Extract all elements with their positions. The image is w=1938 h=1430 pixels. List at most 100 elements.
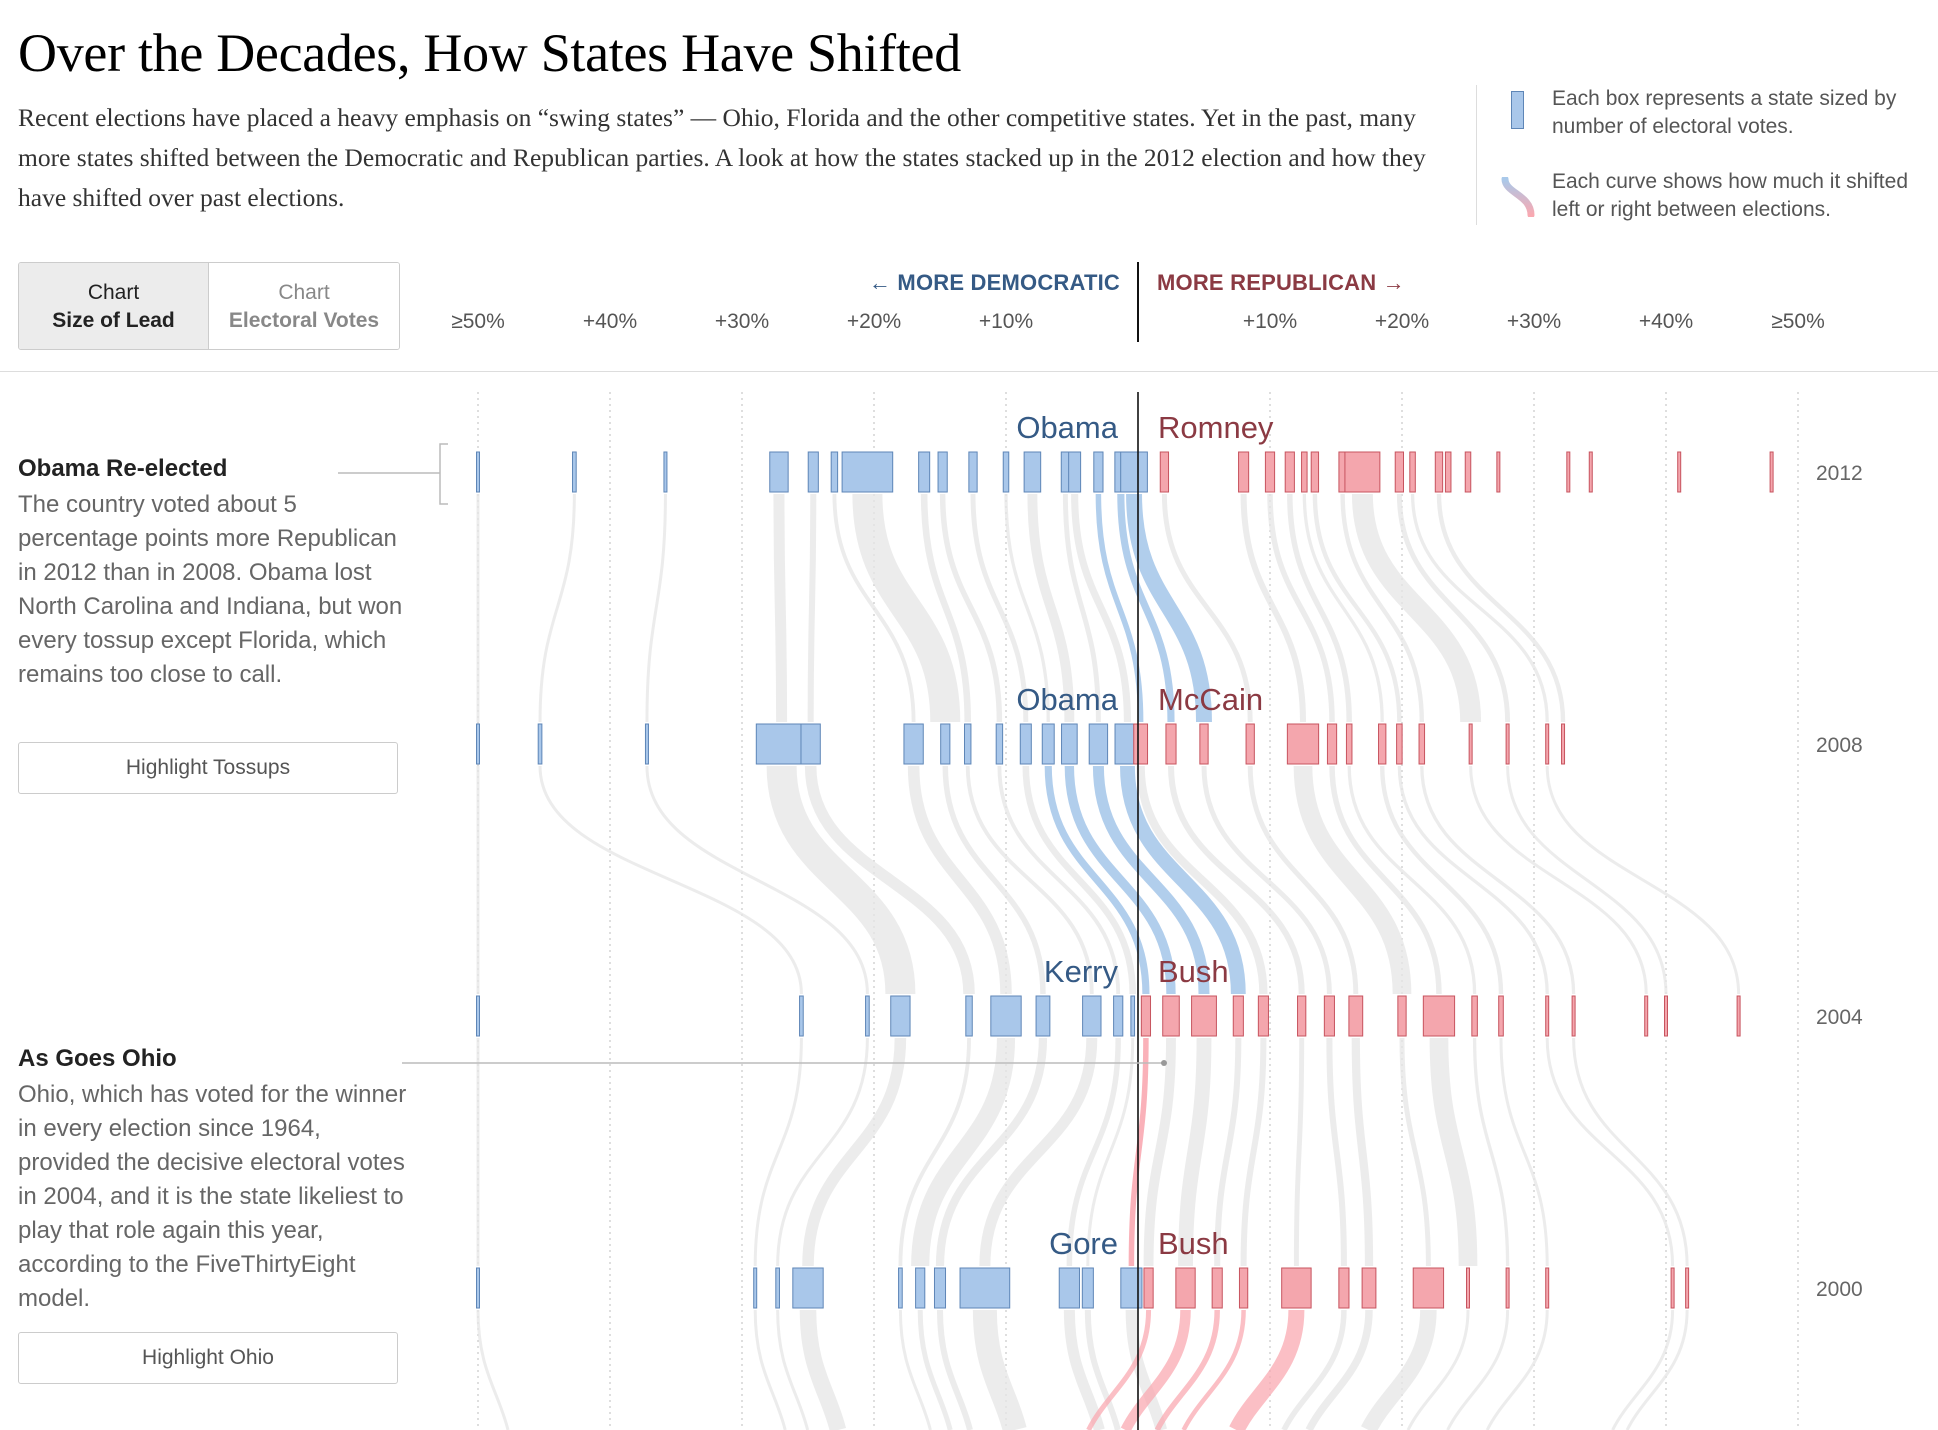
state-box	[1571, 995, 1576, 1037]
note-text-reelected: The country voted about 5 percentage poi…	[18, 491, 403, 688]
shift-curve	[1436, 493, 1566, 723]
state-box	[755, 723, 808, 765]
shift-curve	[1611, 1309, 1675, 1430]
highlight-ohio-button[interactable]: Highlight Ohio	[18, 1332, 398, 1384]
state-box	[1685, 1267, 1690, 1309]
state-box	[1736, 995, 1741, 1037]
shift-curve	[965, 765, 1094, 995]
shift-curve	[807, 493, 817, 723]
highlight-tossups-button[interactable]: Highlight Tossups	[18, 742, 398, 794]
state-box	[1165, 723, 1177, 765]
state-box	[1545, 1267, 1550, 1309]
shift-curve	[1302, 493, 1384, 723]
shift-curve	[1136, 765, 1268, 995]
shift-curve	[1397, 765, 1549, 995]
state-box	[1396, 723, 1403, 765]
shift-curve	[1161, 493, 1253, 723]
shift-curve	[1062, 493, 1101, 723]
shift-curve	[1086, 1037, 1135, 1267]
state-box	[865, 995, 870, 1037]
tick-label: +10%	[1242, 310, 1298, 333]
state-box	[1245, 723, 1255, 765]
shift-curve	[1084, 1309, 1121, 1430]
shift-curve	[1506, 765, 1668, 995]
tick-label: +40%	[1638, 310, 1694, 333]
shift-curve	[1545, 1037, 1675, 1267]
rep-candidate-label: Bush	[1158, 1226, 1229, 1261]
state-box	[1670, 1267, 1675, 1309]
state-box	[1677, 451, 1682, 493]
more-republican-label: MORE REPUBLICAN →	[1157, 270, 1405, 295]
state-box	[1130, 995, 1136, 1037]
shift-curve	[1086, 1309, 1152, 1430]
state-box	[898, 1267, 903, 1309]
shift-curve	[1004, 493, 1050, 723]
state-box	[1545, 995, 1550, 1037]
shift-curve	[1117, 493, 1175, 723]
shift-curve	[907, 765, 1012, 995]
state-box	[1344, 451, 1381, 493]
shift-curve	[1399, 1037, 1431, 1267]
state-box	[769, 451, 789, 493]
state-box	[1211, 1267, 1223, 1309]
state-box	[807, 451, 819, 493]
state-box	[915, 1267, 926, 1309]
state-box	[937, 451, 948, 493]
state-box	[476, 723, 480, 765]
page-title: Over the Decades, How States Have Shifte…	[18, 23, 961, 83]
shift-curve	[1329, 765, 1442, 995]
ohio-pointer-dot	[1161, 1060, 1167, 1066]
state-box	[1496, 451, 1501, 493]
state-box	[959, 1267, 1011, 1309]
state-box	[1378, 723, 1387, 765]
state-box	[800, 723, 821, 765]
shift-curve	[979, 1037, 1098, 1267]
electoral-votes-button[interactable]: Chart Electoral Votes	[209, 263, 399, 349]
shift-curve	[1267, 493, 1335, 723]
size-of-lead-button[interactable]: Chart Size of Lead	[19, 263, 209, 349]
state-box	[965, 995, 973, 1037]
state-box	[476, 995, 480, 1037]
state-box	[1120, 451, 1148, 493]
state-box	[1397, 995, 1407, 1037]
tick-label: +10%	[978, 310, 1034, 333]
state-box	[990, 995, 1022, 1037]
state-box	[1545, 723, 1550, 765]
state-box	[1471, 995, 1478, 1037]
state-box-icon	[1511, 91, 1524, 129]
shift-curve	[1120, 765, 1246, 995]
dem-candidate-label: Kerry	[1044, 954, 1119, 989]
shift-curves	[476, 493, 1741, 1430]
shift-curve	[1293, 765, 1412, 995]
state-box	[1120, 1267, 1143, 1309]
state-box	[1301, 451, 1308, 493]
tick-label: +30%	[1506, 310, 1562, 333]
state-box	[1162, 995, 1180, 1037]
state-box	[792, 1267, 824, 1309]
tick-label: +40%	[582, 310, 638, 333]
state-box	[1199, 723, 1209, 765]
shift-curve	[911, 1037, 1016, 1267]
shift-curve	[1545, 765, 1741, 995]
shift-curve	[1396, 493, 1511, 723]
state-box	[1281, 1267, 1312, 1309]
shift-curve	[802, 1037, 907, 1267]
state-box	[1466, 1267, 1470, 1309]
reelected-bracket	[439, 443, 448, 505]
shift-curve	[1287, 493, 1352, 723]
shift-curve	[1499, 1037, 1549, 1267]
state-box	[1035, 995, 1051, 1037]
shift-curve	[1625, 1309, 1689, 1430]
state-box	[1338, 1267, 1350, 1309]
shift-curve	[1027, 493, 1075, 723]
state-box	[1081, 1267, 1094, 1309]
note-text-ohio: Ohio, which has voted for the winner in …	[18, 1081, 407, 1312]
state-box	[663, 451, 668, 493]
state-box	[1284, 451, 1295, 493]
shift-curve	[1293, 1037, 1305, 1267]
legend-box-text: Each box represents a state sized by num…	[1552, 87, 1897, 138]
note-title-ohio: As Goes Ohio	[18, 1045, 177, 1072]
shift-curve	[1229, 1309, 1305, 1430]
state-box	[1434, 451, 1444, 493]
shift-curve	[898, 1309, 932, 1430]
